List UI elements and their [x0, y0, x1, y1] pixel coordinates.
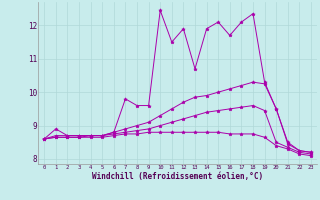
X-axis label: Windchill (Refroidissement éolien,°C): Windchill (Refroidissement éolien,°C) [92, 172, 263, 181]
